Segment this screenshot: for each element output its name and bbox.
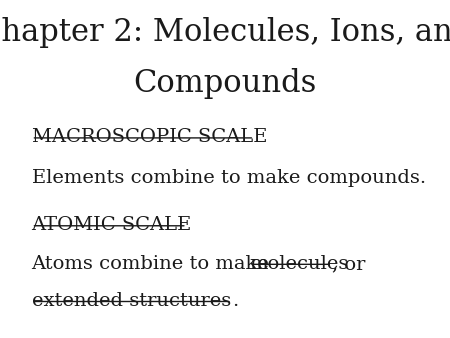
Text: MACROSCOPIC SCALE: MACROSCOPIC SCALE <box>32 128 267 146</box>
Text: , or: , or <box>332 255 365 273</box>
Text: molecules: molecules <box>250 255 349 273</box>
Text: .: . <box>232 292 238 310</box>
Text: Atoms combine to make: Atoms combine to make <box>32 255 275 273</box>
Text: Chapter 2: Molecules, Ions, and: Chapter 2: Molecules, Ions, and <box>0 17 450 48</box>
Text: extended structures: extended structures <box>32 292 231 310</box>
Text: Elements combine to make compounds.: Elements combine to make compounds. <box>32 169 426 187</box>
Text: Compounds: Compounds <box>133 68 317 99</box>
Text: ATOMIC SCALE: ATOMIC SCALE <box>32 216 192 234</box>
